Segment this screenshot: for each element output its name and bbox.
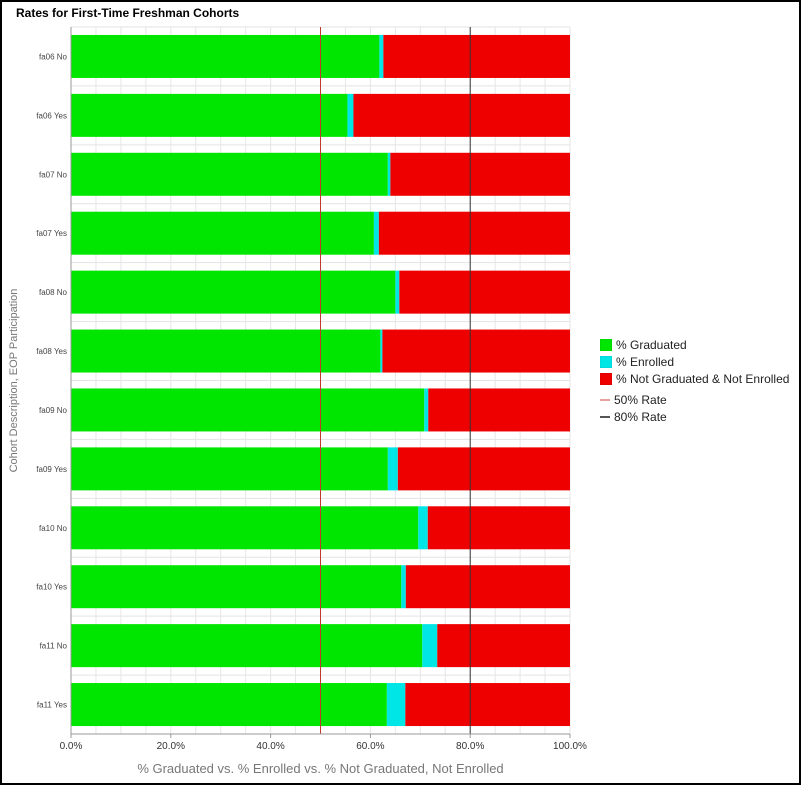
y-tick-label: fa06 No [39, 52, 68, 61]
y-tick-label: fa08 No [39, 288, 68, 297]
y-tick-label: fa06 Yes [36, 111, 67, 120]
chart-title: Rates for First-Time Freshman Cohorts [16, 6, 240, 20]
bar-segment-graduated [71, 388, 425, 432]
bar-segment-enrolled [424, 388, 429, 432]
x-tick-label: 80.0% [456, 741, 484, 752]
legend-item: 50% Rate [600, 391, 789, 408]
bar-segment-not-graduated [382, 329, 570, 373]
y-tick-label: fa11 No [40, 642, 68, 651]
x-tick-label: 60.0% [356, 741, 384, 752]
bar-segment-not-graduated [437, 624, 570, 668]
bar-segment-enrolled [422, 624, 438, 668]
bar-segment-graduated [71, 506, 419, 550]
bar-segment-graduated [71, 565, 402, 609]
x-axis-title: % Graduated vs. % Enrolled vs. % Not Gra… [137, 761, 503, 776]
bar-segment-not-graduated [427, 506, 570, 550]
bar-segment-enrolled [379, 34, 384, 78]
legend-item: % Not Graduated & Not Enrolled [600, 370, 789, 387]
bar-segment-graduated [71, 270, 396, 314]
bar-segment-graduated [71, 447, 388, 491]
bar-segment-graduated [71, 683, 387, 727]
bar-segment-not-graduated [405, 683, 570, 727]
x-tick-label: 20.0% [157, 741, 185, 752]
bar-segment-enrolled [387, 447, 398, 491]
bar-segment-enrolled [373, 211, 379, 255]
bar-segment-not-graduated [390, 152, 570, 196]
legend-label: 80% Rate [614, 409, 667, 424]
legend-label: 50% Rate [614, 392, 667, 407]
bar-segment-enrolled [418, 506, 428, 550]
bar-segment-not-graduated [397, 447, 570, 491]
y-tick-label: fa08 Yes [36, 347, 67, 356]
bar-segment-enrolled [387, 152, 391, 196]
y-tick-label: fa10 No [39, 524, 68, 533]
legend-label: % Enrolled [616, 354, 675, 369]
bar-segment-not-graduated [428, 388, 570, 432]
bar-segment-enrolled [380, 329, 383, 373]
legend-line-swatch [600, 398, 610, 401]
bar-segment-not-graduated [378, 211, 570, 255]
legend-item: 80% Rate [600, 408, 789, 425]
y-tick-label: fa11 Yes [37, 701, 67, 710]
x-tick-label: 0.0% [60, 741, 83, 752]
legend-swatch [600, 372, 612, 385]
legend-swatch [600, 338, 612, 351]
bar-segment-graduated [71, 93, 348, 137]
bar-segment-enrolled [386, 683, 406, 727]
bar-segment-enrolled [347, 93, 354, 137]
bar-segment-enrolled [401, 565, 406, 609]
legend-swatch [600, 355, 612, 368]
x-tick-label: 100.0% [553, 741, 587, 752]
y-tick-label: fa07 No [39, 170, 68, 179]
y-tick-label: fa09 Yes [36, 465, 67, 474]
chart-legend: % Graduated % Enrolled % Not Graduated & N… [600, 336, 789, 425]
legend-label: % Not Graduated & Not Enrolled [616, 371, 790, 386]
legend-item: % Graduated [600, 336, 789, 353]
legend-item: % Enrolled [600, 353, 789, 370]
bar-segment-not-graduated [353, 93, 570, 137]
legend-line-swatch [600, 415, 610, 418]
bar-segment-graduated [71, 34, 380, 78]
y-tick-label: fa09 No [39, 406, 68, 415]
y-axis-title: Cohort Description, EOP Participation [8, 289, 20, 473]
y-tick-label: fa10 Yes [36, 583, 67, 592]
y-tick-label: fa07 Yes [36, 229, 67, 238]
bar-segment-graduated [71, 211, 374, 255]
legend-label: % Graduated [616, 337, 687, 352]
bar-segment-graduated [71, 152, 388, 196]
bar-segment-not-graduated [399, 270, 570, 314]
bar-segment-enrolled [395, 270, 400, 314]
bar-segment-graduated [71, 624, 423, 668]
bar-segment-not-graduated [383, 34, 570, 78]
bar-segment-graduated [71, 329, 381, 373]
bar-segment-not-graduated [405, 565, 570, 609]
x-tick-label: 40.0% [256, 741, 284, 752]
